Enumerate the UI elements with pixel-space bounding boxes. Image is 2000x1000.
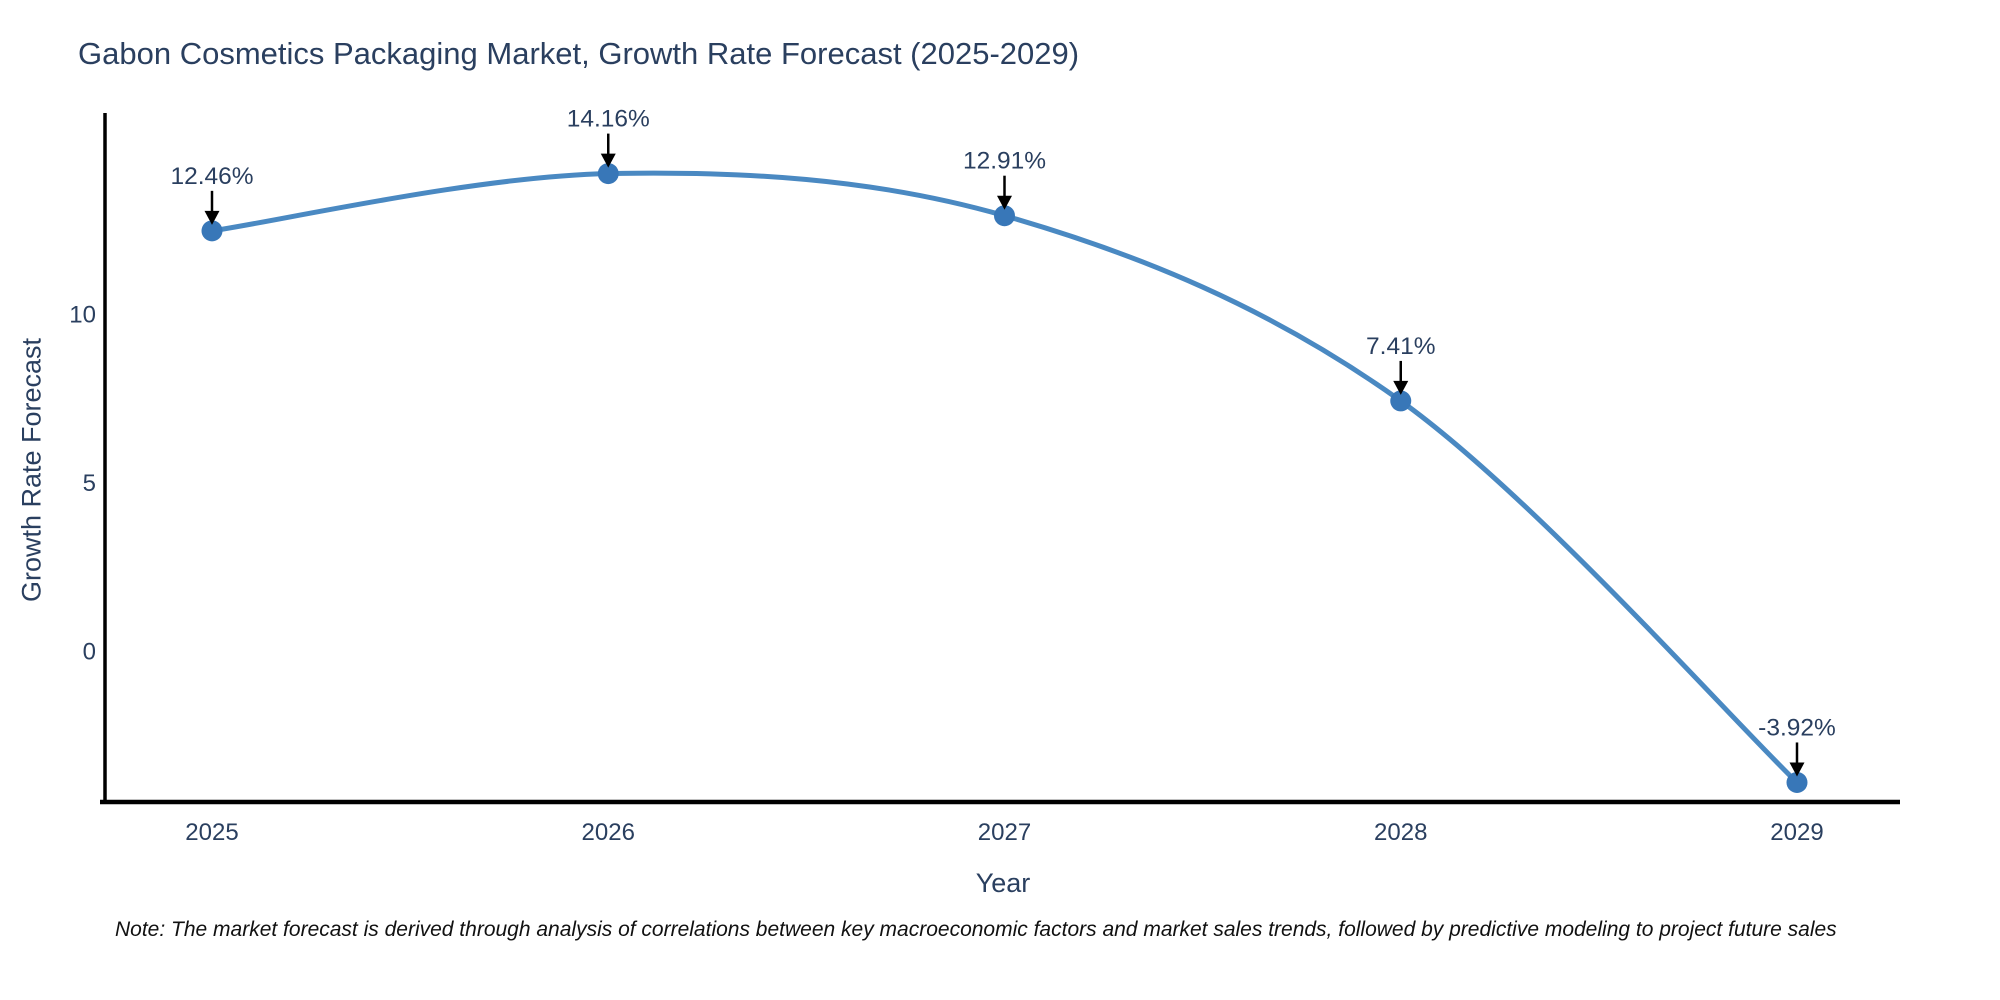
x-tick-label: 2028 xyxy=(1374,819,1427,846)
y-tick-label: 0 xyxy=(83,638,96,665)
data-point-2028[interactable] xyxy=(1390,390,1412,412)
x-tick-label: 2026 xyxy=(582,819,635,846)
point-annotation: 7.41% xyxy=(1366,333,1435,360)
data-point-2029[interactable] xyxy=(1786,771,1808,793)
annotation-arrowhead xyxy=(204,210,220,225)
data-point-2026[interactable] xyxy=(597,163,619,185)
data-point-2025[interactable] xyxy=(201,220,223,242)
point-annotation: 12.91% xyxy=(963,148,1046,175)
trend-line xyxy=(209,170,1800,785)
annotation-arrowhead xyxy=(600,153,616,168)
point-annotation: -3.92% xyxy=(1758,714,1836,741)
x-tick-label: 2029 xyxy=(1770,819,1823,846)
x-tick-label: 2027 xyxy=(978,819,1031,846)
annotation-arrowhead xyxy=(1789,762,1805,777)
y-tick-label: 5 xyxy=(83,470,96,497)
x-tick-label: 2025 xyxy=(185,819,238,846)
annotation-arrowhead xyxy=(997,195,1012,210)
x-axis-title: Year xyxy=(975,868,1031,898)
annotation-arrowhead xyxy=(1393,380,1409,395)
point-annotation: 14.16% xyxy=(567,106,650,133)
y-tick-label: 10 xyxy=(69,302,96,329)
data-point-2027[interactable] xyxy=(994,205,1015,227)
y-axis-title: Growth Rate Forecast xyxy=(16,337,47,603)
footnote: Note: The market forecast is derived thr… xyxy=(115,918,1837,941)
chart-title: Gabon Cosmetics Packaging Market, Growth… xyxy=(78,36,1080,71)
point-annotation: 12.46% xyxy=(170,163,253,190)
